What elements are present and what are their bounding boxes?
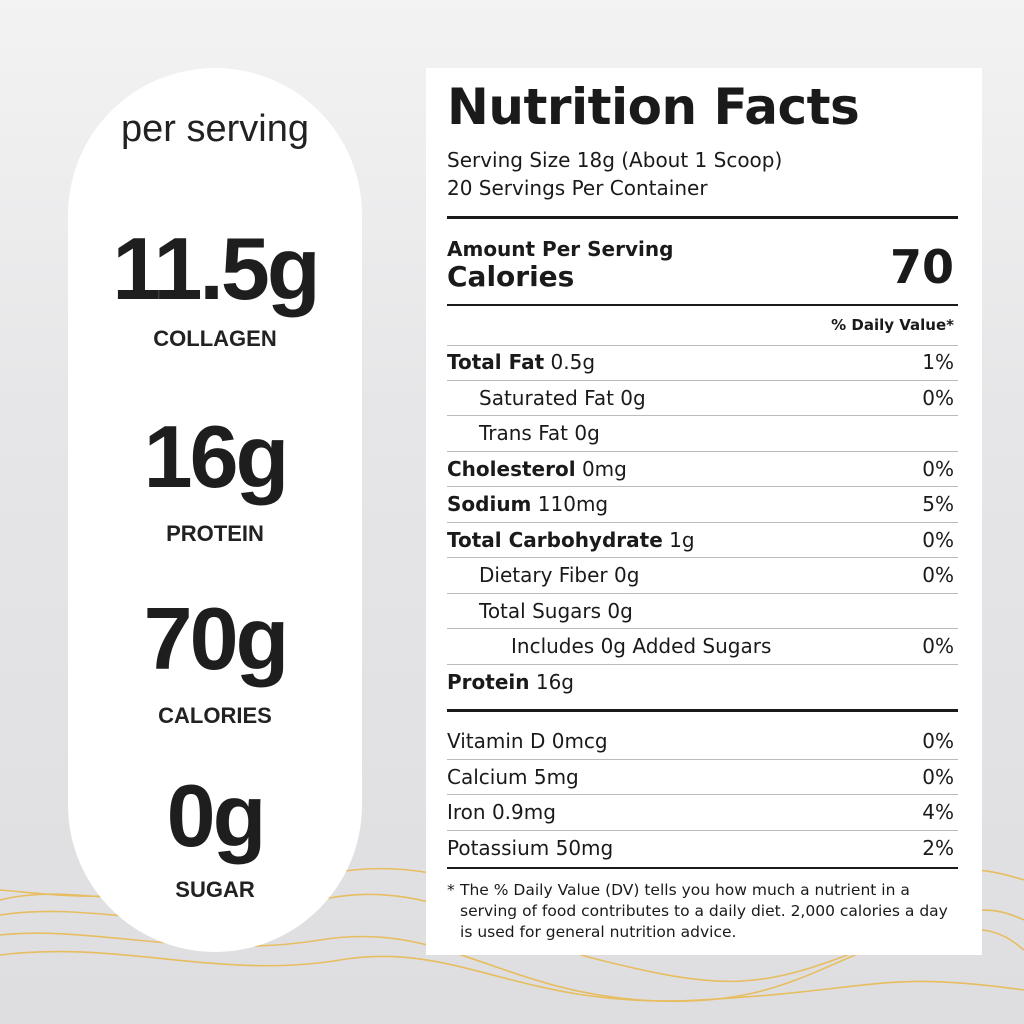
- protein-label: PROTEIN: [166, 521, 264, 546]
- nutrient-name: Dietary Fiber: [479, 563, 608, 588]
- divider: [447, 345, 958, 346]
- collagen-label: COLLAGEN: [153, 326, 277, 351]
- divider: [447, 867, 958, 869]
- vitamin-list: Vitamin D 0mcg 0% Calcium 5mg 0% Iron 0.9m…: [447, 724, 958, 866]
- nutrient-dv: 0%: [922, 385, 954, 410]
- nutrition-facts-panel: Nutrition Facts Serving Size 18g (About …: [426, 68, 982, 955]
- divider: [447, 216, 958, 219]
- nutrient-row: Cholesterol 0mg 0%: [447, 452, 958, 487]
- sugar-value: 0g: [166, 766, 267, 865]
- nutrient-row: Includes 0g Added Sugars 0%: [447, 629, 958, 665]
- nutrient-amount: 0g: [574, 421, 600, 446]
- nutrient-name: Saturated Fat: [479, 385, 614, 410]
- vitamin-dv: 0%: [922, 729, 954, 754]
- nutrient-dv: 0%: [922, 456, 954, 481]
- nutrient-amount: 110mg: [537, 492, 609, 517]
- collagen-value: 11.5g: [112, 219, 320, 318]
- nutrient-name: Includes 0g Added Sugars: [511, 634, 772, 659]
- amount-per-serving: Amount Per Serving: [447, 237, 674, 261]
- nutrient-row: Total Sugars 0g: [447, 594, 958, 629]
- nutrient-dv: 0%: [922, 634, 954, 659]
- per-serving-highlights: per serving 11.5g COLLAGEN 16g PROTEIN 7…: [68, 68, 362, 952]
- calories-value: 70: [889, 240, 954, 294]
- calories-value: 70g: [143, 589, 290, 688]
- serving-size: Serving Size 18g (About 1 Scoop): [447, 148, 783, 172]
- calories-label: CALORIES: [158, 703, 272, 728]
- vitamin-dv: 4%: [922, 800, 954, 825]
- vitamin-row: Calcium 5mg 0%: [447, 760, 958, 795]
- nutrient-amount: 0g: [607, 598, 633, 623]
- nutrient-dv: 5%: [922, 492, 954, 517]
- nutrient-name: Total Carbohydrate: [447, 527, 663, 552]
- servings-per-container: 20 Servings Per Container: [447, 176, 708, 200]
- vitamin-dv: 0%: [922, 764, 954, 789]
- nutrient-amount: 0mg: [581, 456, 627, 481]
- nutrient-row: Trans Fat 0g: [447, 416, 958, 452]
- vitamin-row: Potassium 50mg 2%: [447, 831, 958, 867]
- vitamin-name: Vitamin D 0mcg: [447, 729, 608, 754]
- nutrient-row: Total Carbohydrate 1g 0%: [447, 523, 958, 558]
- divider: [447, 709, 958, 712]
- vitamin-row: Iron 0.9mg 4%: [447, 795, 958, 831]
- nutrient-amount: 16g: [535, 670, 574, 695]
- nutrient-dv: 0%: [922, 527, 954, 552]
- nutrient-row: Total Fat 0.5g 1%: [447, 345, 958, 381]
- per-serving-heading: per serving: [121, 108, 309, 150]
- divider: [447, 304, 958, 306]
- nutrient-dv: 0%: [922, 563, 954, 588]
- calories-label: Calories: [447, 260, 575, 293]
- nutrient-amount: 0g: [620, 385, 646, 410]
- nutrient-row: Sodium 110mg 5%: [447, 487, 958, 523]
- nutrient-name: Sodium: [447, 492, 532, 517]
- protein-value: 16g: [143, 407, 290, 506]
- footnote: * The % Daily Value (DV) tells you how m…: [447, 880, 958, 943]
- nutrient-row: Saturated Fat 0g 0%: [447, 381, 958, 416]
- serving-info: Serving Size 18g (About 1 Scoop) 20 Serv…: [447, 146, 782, 202]
- footnote-text: The % Daily Value (DV) tells you how muc…: [460, 881, 948, 941]
- nutrient-list: Total Fat 0.5g 1% Saturated Fat 0g 0% Tran…: [447, 345, 958, 700]
- vitamin-name: Potassium 50mg: [447, 836, 614, 861]
- nutrient-name: Total Sugars: [479, 598, 602, 623]
- nutrient-amount: 0g: [613, 563, 640, 588]
- nutrition-facts-title: Nutrition Facts: [447, 78, 860, 136]
- sugar-label: SUGAR: [175, 877, 255, 902]
- footnote-mark: *: [447, 881, 455, 899]
- daily-value-header: % Daily Value*: [831, 316, 954, 334]
- nutrient-name: Cholesterol: [447, 456, 576, 481]
- nutrient-amount: 0.5g: [550, 350, 596, 375]
- vitamin-row: Vitamin D 0mcg 0%: [447, 724, 958, 760]
- nutrient-amount: 1g: [669, 527, 695, 552]
- nutrient-row: Dietary Fiber 0g 0%: [447, 558, 958, 594]
- vitamin-name: Calcium 5mg: [447, 764, 579, 789]
- nutrient-name: Total Fat: [447, 350, 545, 375]
- nutrient-name: Protein: [447, 670, 530, 695]
- nutrient-dv: 1%: [922, 350, 954, 375]
- vitamin-name: Iron 0.9mg: [447, 800, 556, 825]
- nutrient-name: Trans Fat: [479, 421, 568, 446]
- vitamin-dv: 2%: [922, 836, 954, 861]
- nutrient-row: Protein 16g: [447, 665, 958, 701]
